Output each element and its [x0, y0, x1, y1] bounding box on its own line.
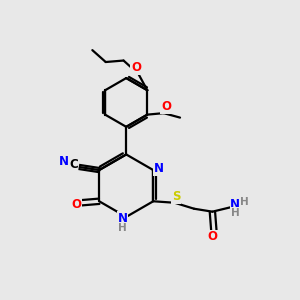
Text: N: N [154, 162, 164, 175]
Text: C: C [69, 158, 78, 171]
Text: N: N [118, 212, 128, 225]
Text: H: H [231, 208, 240, 218]
Text: H: H [240, 197, 249, 207]
Text: N: N [58, 154, 68, 168]
Text: O: O [71, 198, 81, 211]
Text: N: N [230, 198, 240, 211]
Text: O: O [161, 100, 171, 113]
Text: O: O [207, 230, 218, 243]
Text: H: H [118, 223, 127, 233]
Text: O: O [131, 61, 141, 74]
Text: S: S [172, 190, 180, 203]
